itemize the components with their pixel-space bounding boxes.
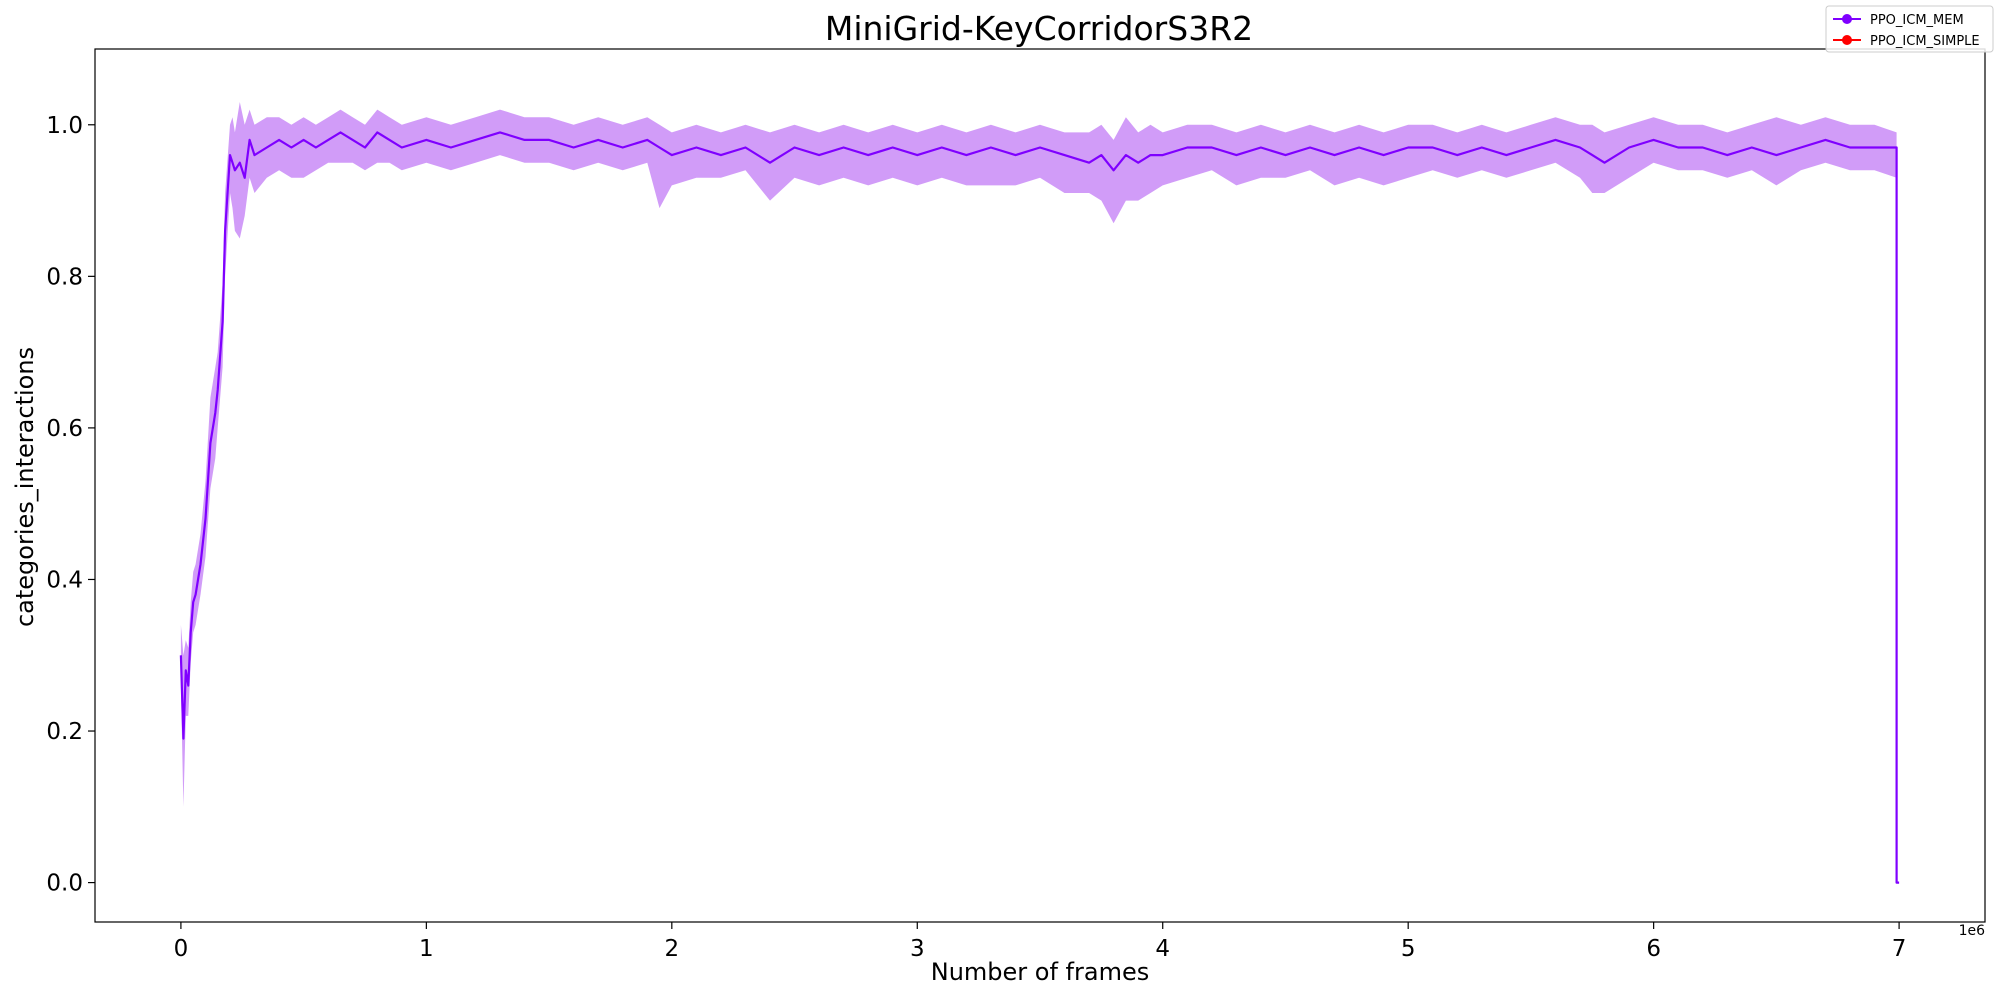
x-axis-label: Number of frames [931, 958, 1149, 986]
y-tick-label: 0.4 [46, 567, 83, 593]
x-tick-label: 2 [664, 936, 679, 962]
y-tick-label: 0.0 [46, 871, 83, 897]
series-line-0 [179, 131, 1900, 884]
x-tick-label: 4 [1155, 936, 1170, 962]
legend-marker [1842, 35, 1852, 45]
plot-frame [94, 48, 1986, 923]
x-tick-label: 3 [910, 936, 925, 962]
x-axis: 0 1 2 3 4 5 6 7 [174, 922, 1907, 962]
y-axis-label: categories_interactions [11, 347, 39, 627]
plot-area [94, 48, 1986, 923]
y-tick-label: 0.2 [46, 719, 83, 745]
x-tick-label: 5 [1401, 936, 1416, 962]
series-band-0 [180, 102, 1897, 807]
x-tick-label: 6 [1646, 936, 1661, 962]
legend: PPO_ICM_MEM PPO_ICM_SIMPLE [1825, 5, 1994, 53]
series-layer [179, 102, 1900, 884]
x-tick-label: 1 [419, 936, 434, 962]
legend-box [1825, 5, 1994, 53]
y-axis: 0.0 0.2 0.4 0.6 0.8 1.0 [46, 113, 95, 897]
x-axis-offset-label: 1e6 [1959, 923, 1986, 939]
legend-label: PPO_ICM_SIMPLE [1870, 34, 1980, 49]
y-tick-label: 1.0 [46, 113, 83, 139]
legend-label: PPO_ICM_MEM [1870, 13, 1964, 28]
x-tick-label: 7 [1892, 936, 1907, 962]
x-tick-label: 0 [174, 936, 189, 962]
chart-title: MiniGrid-KeyCorridorS3R2 [825, 9, 1253, 48]
legend-marker [1842, 14, 1852, 24]
y-tick-label: 0.8 [46, 264, 83, 290]
y-tick-label: 0.6 [46, 416, 83, 442]
